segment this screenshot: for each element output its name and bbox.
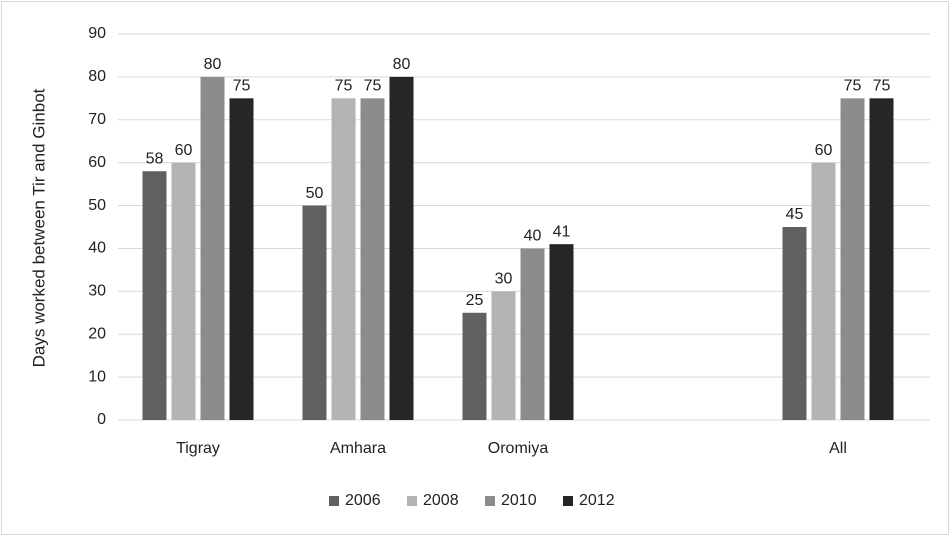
data-label: 40 <box>524 228 542 245</box>
data-label: 75 <box>364 78 382 95</box>
bar <box>869 98 894 420</box>
legend-swatch <box>563 496 573 506</box>
bar <box>331 98 356 420</box>
y-tick-label: 70 <box>88 111 106 128</box>
bar <box>200 76 225 420</box>
data-label: 80 <box>393 56 411 73</box>
bar <box>360 98 385 420</box>
y-tick-label: 30 <box>88 283 106 300</box>
y-tick-label: 40 <box>88 240 106 257</box>
legend-label: 2012 <box>579 492 615 509</box>
legend-label: 2010 <box>501 492 537 509</box>
x-tick-label: Oromiya <box>488 440 549 457</box>
bar <box>811 162 836 420</box>
y-tick-label: 0 <box>97 411 106 428</box>
legend-swatch <box>485 496 495 506</box>
data-label: 25 <box>466 292 484 309</box>
legend-swatch <box>329 496 339 506</box>
data-label: 41 <box>553 223 571 240</box>
data-label: 45 <box>786 206 804 223</box>
x-tick-label: Amhara <box>330 440 386 457</box>
data-label: 58 <box>146 150 164 167</box>
y-tick-label: 90 <box>88 25 106 42</box>
data-label: 75 <box>844 78 862 95</box>
y-tick-label: 60 <box>88 154 106 171</box>
bar <box>229 98 254 420</box>
x-tick-label: All <box>829 440 847 457</box>
legend-label: 2008 <box>423 492 459 509</box>
data-label: 30 <box>495 271 513 288</box>
bar <box>840 98 865 420</box>
y-tick-label: 50 <box>88 197 106 214</box>
y-tick-label: 80 <box>88 68 106 85</box>
y-axis-title: Days worked between Tir and Ginbot <box>29 88 48 367</box>
bar <box>491 291 516 420</box>
data-label: 60 <box>175 142 193 159</box>
data-label: 60 <box>815 142 833 159</box>
bar <box>389 76 414 420</box>
bar <box>520 248 545 420</box>
y-tick-label: 20 <box>88 325 106 342</box>
y-tick-label: 10 <box>88 368 106 385</box>
bar <box>171 162 196 420</box>
bar <box>782 227 807 420</box>
data-label: 75 <box>335 78 353 95</box>
bar <box>302 205 327 420</box>
bar <box>142 171 167 420</box>
data-label: 50 <box>306 185 324 202</box>
data-label: 75 <box>233 78 251 95</box>
x-tick-label: Tigray <box>176 440 220 457</box>
data-label: 75 <box>873 78 891 95</box>
bar <box>462 312 487 420</box>
bar <box>549 244 574 420</box>
legend-label: 2006 <box>345 492 381 509</box>
data-label: 80 <box>204 56 222 73</box>
legend-swatch <box>407 496 417 506</box>
